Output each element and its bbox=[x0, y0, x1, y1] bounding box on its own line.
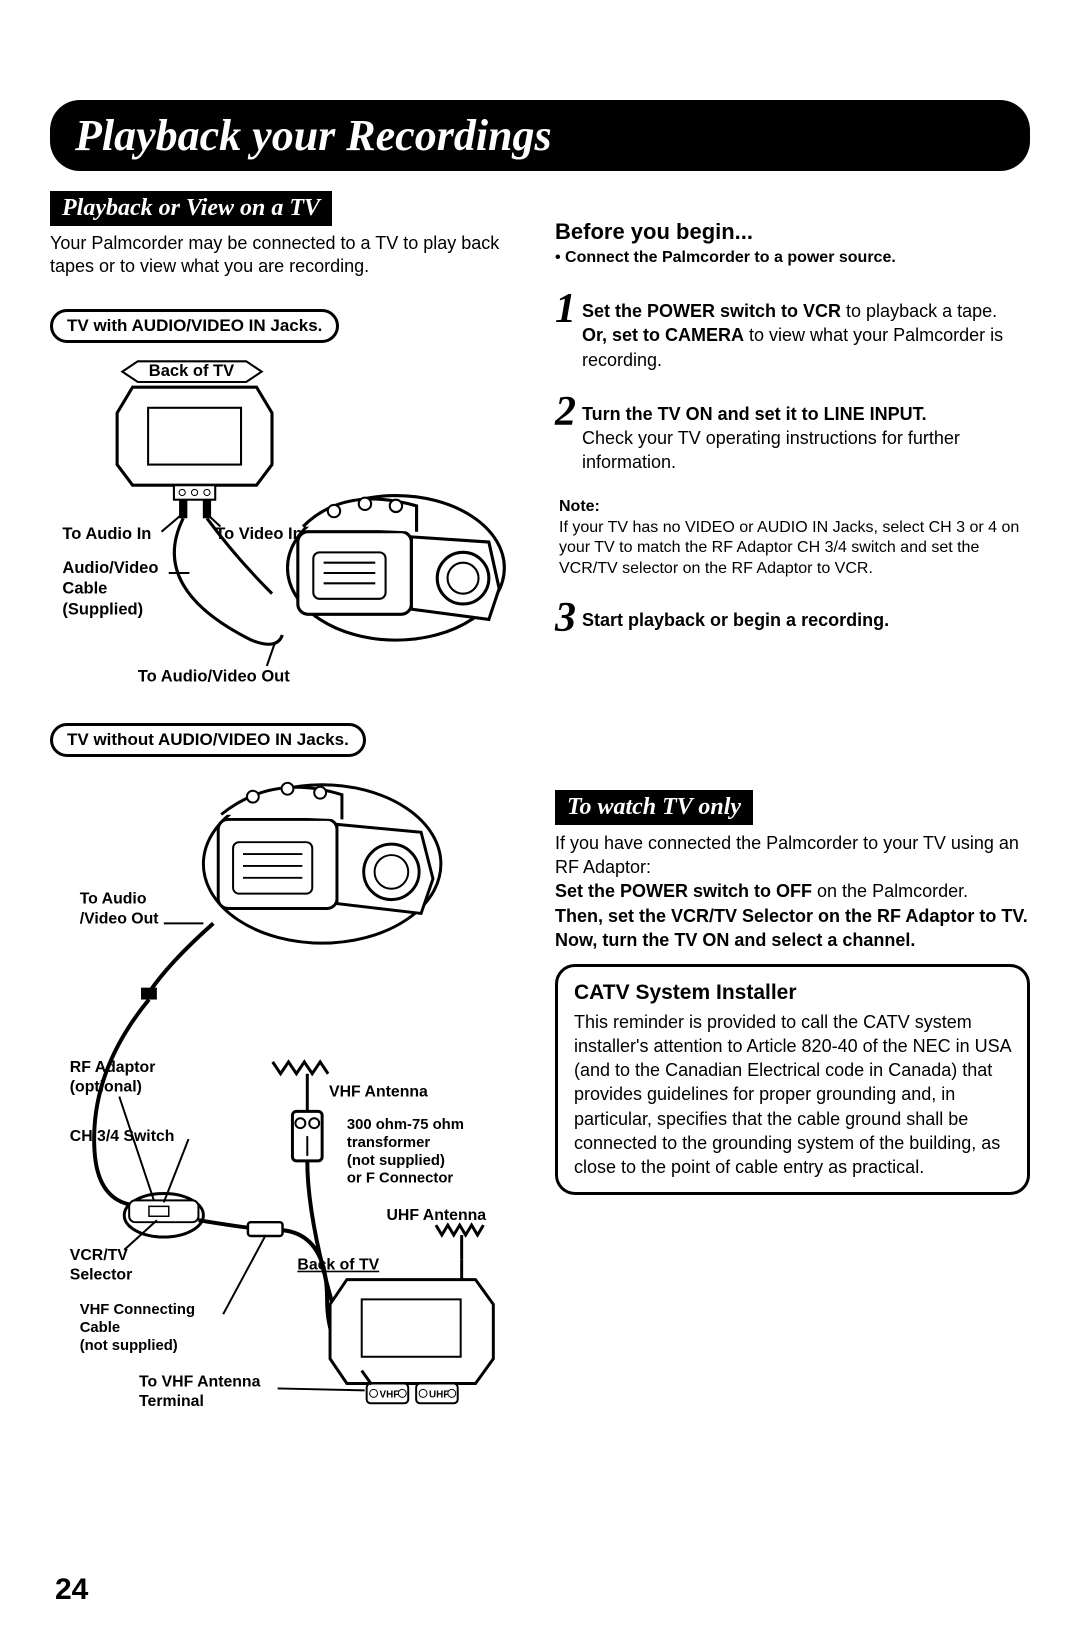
diagram2-vcrtv-1: VCR/TV bbox=[70, 1246, 128, 1263]
left-column: Playback or View on a TV Your Palmcorder… bbox=[50, 191, 525, 1431]
diagram2-to-vhf-2: Terminal bbox=[139, 1393, 204, 1410]
page-number: 24 bbox=[55, 1573, 88, 1607]
note-label: Note: bbox=[559, 498, 600, 515]
step-3: 3 Start playback or begin a recording. bbox=[555, 600, 1030, 638]
content-columns: Playback or View on a TV Your Palmcorder… bbox=[50, 191, 1030, 1431]
step-1-number: 1 bbox=[555, 291, 576, 329]
diagram1-to-video-in: To Video In bbox=[215, 524, 302, 543]
diagram2-vhf-cable-3: (not supplied) bbox=[80, 1337, 178, 1353]
diagram2-back-of-tv: Back of TV bbox=[297, 1256, 379, 1273]
diagram2-rf-adaptor-1: RF Adaptor bbox=[70, 1058, 156, 1075]
before-you-begin-heading: Before you begin... bbox=[555, 219, 1030, 245]
diagram1-to-audio-in: To Audio In bbox=[62, 524, 151, 543]
diagram1-av-cable-2: Cable bbox=[62, 578, 107, 597]
diagram2-rf-adaptor-2: (optional) bbox=[70, 1078, 142, 1095]
diagram2-transformer-3: (not supplied) bbox=[347, 1152, 445, 1168]
diagram2-vhf-connector-label: VHF bbox=[380, 1389, 400, 1400]
diagram2-ch34: CH 3/4 Switch bbox=[70, 1128, 175, 1145]
step-2-number: 2 bbox=[555, 394, 576, 432]
watch-tv-header: To watch TV only bbox=[555, 790, 753, 825]
watch-tv-text: If you have connected the Palmcorder to … bbox=[555, 831, 1030, 952]
step-2-text: Turn the TV ON and set it to LINE INPUT.… bbox=[582, 394, 1030, 475]
step-2: 2 Turn the TV ON and set it to LINE INPU… bbox=[555, 394, 1030, 475]
diagram2-transformer-4: or F Connector bbox=[347, 1170, 453, 1186]
diagram2-vhf-cable-1: VHF Connecting bbox=[80, 1302, 195, 1318]
diagram-tv-with-jacks: Back of TV To Audio In To Video In bbox=[50, 351, 525, 697]
bullet-tv-with-jacks: TV with AUDIO/VIDEO IN Jacks. bbox=[50, 309, 339, 343]
note-block: Note: If your TV has no VIDEO or AUDIO I… bbox=[559, 497, 1030, 580]
diagram2-uhf-connector-label: UHF bbox=[429, 1389, 449, 1400]
diagram2-vhf-cable-2: Cable bbox=[80, 1320, 120, 1336]
note-text: If your TV has no VIDEO or AUDIO IN Jack… bbox=[559, 519, 1019, 578]
diagram-tv-without-jacks: To Audio /Video Out RF Adaptor (optional… bbox=[50, 765, 525, 1423]
diagram2-vhf-antenna: VHF Antenna bbox=[329, 1083, 428, 1100]
diagram1-av-cable-3: (Supplied) bbox=[62, 599, 143, 618]
page-main-title: Playback your Recordings bbox=[50, 100, 1030, 171]
catv-title: CATV System Installer bbox=[574, 979, 1011, 1007]
diagram2-to-av-out-1: To Audio bbox=[80, 890, 147, 907]
right-column: Before you begin... • Connect the Palmco… bbox=[555, 191, 1030, 1431]
diagram2-to-av-out-2: /Video Out bbox=[80, 910, 160, 927]
diagram2-to-vhf-1: To VHF Antenna bbox=[139, 1373, 261, 1390]
diagram1-back-of-tv-label: Back of TV bbox=[149, 361, 234, 380]
bullet-tv-without-jacks: TV without AUDIO/VIDEO IN Jacks. bbox=[50, 723, 366, 757]
step-1: 1 Set the POWER switch to VCR to playbac… bbox=[555, 291, 1030, 372]
catv-text: This reminder is provided to call the CA… bbox=[574, 1010, 1011, 1180]
step-3-number: 3 bbox=[555, 600, 576, 638]
diagram2-uhf-antenna: UHF Antenna bbox=[386, 1207, 486, 1224]
before-you-begin-bullet: • Connect the Palmcorder to a power sour… bbox=[555, 249, 1030, 267]
playback-section-header: Playback or View on a TV bbox=[50, 191, 332, 226]
playback-intro-text: Your Palmcorder may be connected to a TV… bbox=[50, 232, 525, 279]
step-3-text: Start playback or begin a recording. bbox=[582, 600, 889, 632]
diagram1-to-av-out: To Audio/Video Out bbox=[138, 666, 290, 685]
diagram1-av-cable-1: Audio/Video bbox=[62, 558, 158, 577]
catv-box: CATV System Installer This reminder is p… bbox=[555, 964, 1030, 1194]
diagram2-transformer-2: transformer bbox=[347, 1135, 430, 1151]
step-1-text: Set the POWER switch to VCR to playback … bbox=[582, 291, 1030, 372]
diagram2-transformer-1: 300 ohm-75 ohm bbox=[347, 1117, 464, 1133]
diagram2-vcrtv-2: Selector bbox=[70, 1266, 132, 1283]
